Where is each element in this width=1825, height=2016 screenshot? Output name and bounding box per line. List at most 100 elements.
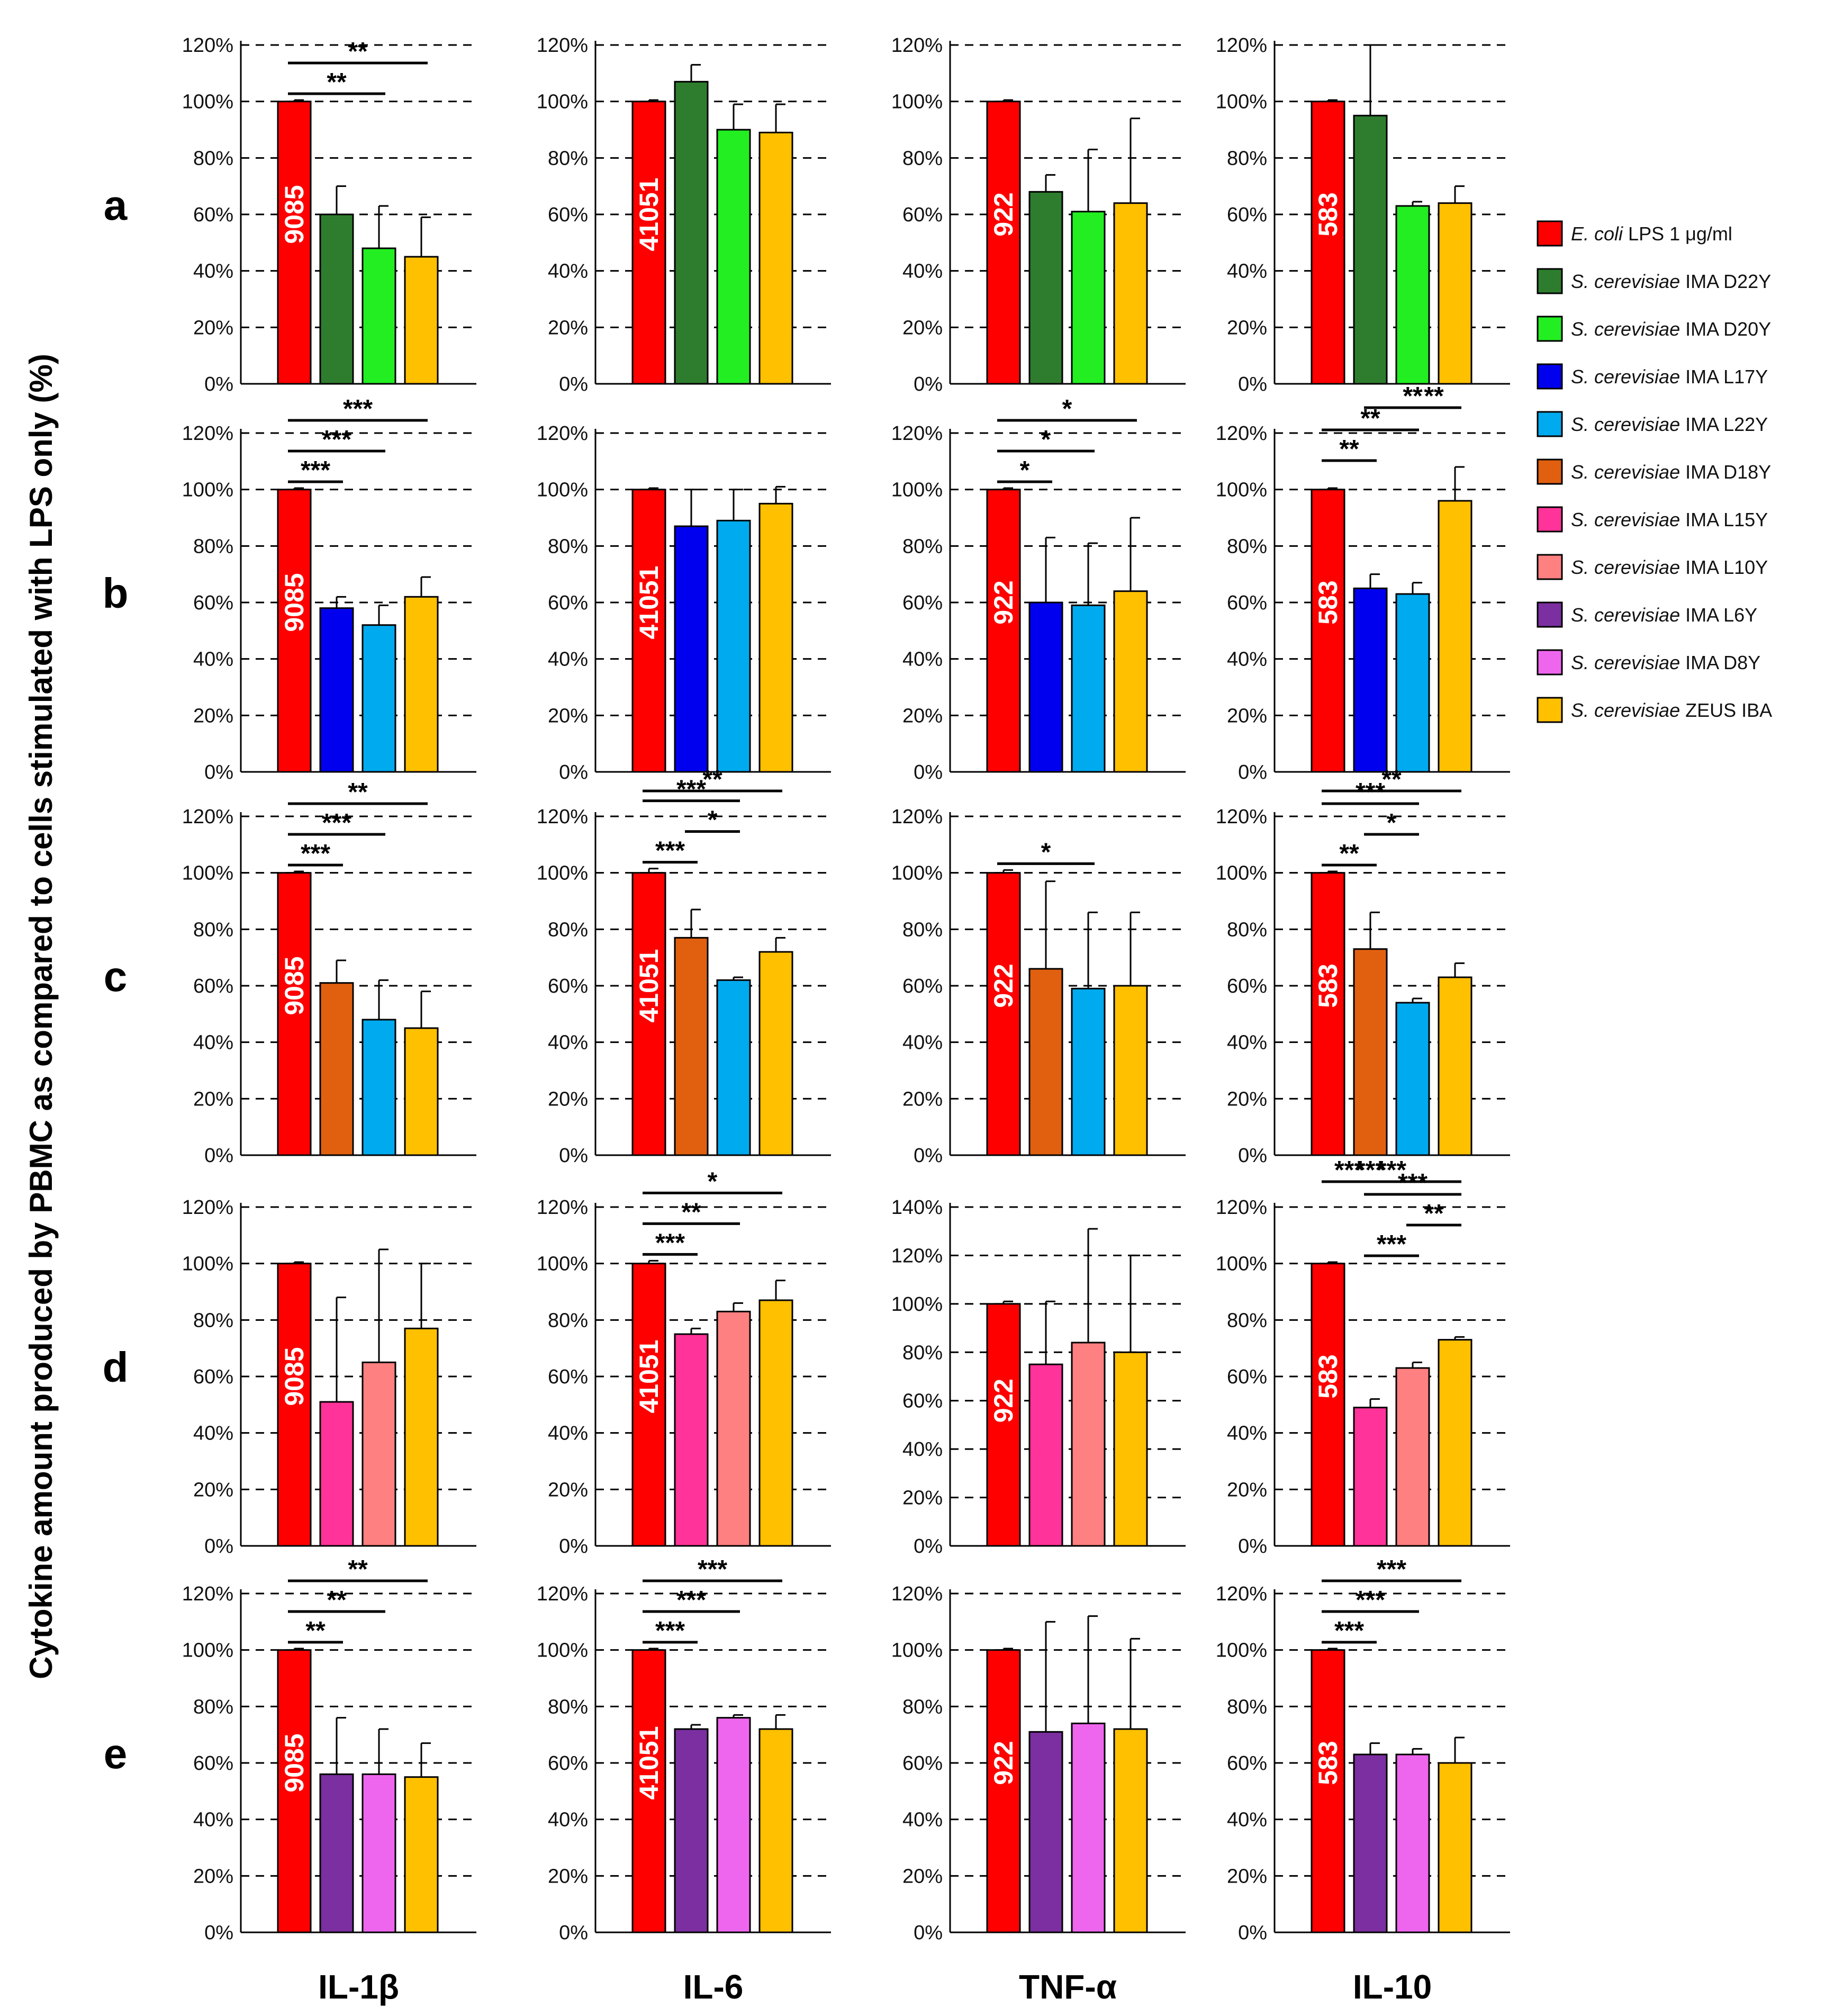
panel-c-3: 0%20%40%60%80%100%120%583******** — [1216, 766, 1510, 1167]
y-tick-label: 120% — [537, 806, 588, 828]
y-tick-label: 100% — [537, 91, 588, 113]
bar-value-label: 583 — [1313, 580, 1343, 624]
bar — [1438, 500, 1472, 773]
bar — [758, 502, 793, 773]
y-tick-label: 0% — [914, 1535, 943, 1558]
bar — [986, 872, 1021, 1156]
y-tick-label: 20% — [193, 1479, 233, 1501]
bar-value-label: 41051 — [634, 177, 664, 251]
y-tick-label: 20% — [902, 1088, 943, 1110]
y-tick-label: 120% — [891, 806, 943, 828]
y-tick-label: 80% — [902, 1342, 943, 1364]
bar — [277, 1649, 312, 1933]
bar-value-label: 922 — [989, 964, 1018, 1007]
bar — [1395, 1002, 1430, 1156]
y-tick-label: 0% — [1238, 373, 1267, 395]
y-tick-label: 100% — [891, 1293, 943, 1316]
y-tick-label: 100% — [1216, 862, 1267, 885]
bar — [1353, 948, 1388, 1156]
significance-marker: ** — [1360, 404, 1380, 433]
y-tick-label: 40% — [1227, 649, 1267, 671]
y-tick-label: 40% — [1227, 1423, 1267, 1445]
bar — [1353, 1407, 1388, 1547]
significance-marker: *** — [301, 840, 330, 868]
bar — [1113, 202, 1148, 385]
column-label: TNF-α — [1019, 1968, 1117, 2006]
bar — [1438, 202, 1472, 385]
bar-value-label: 41051 — [634, 1726, 664, 1799]
bar — [277, 1263, 312, 1547]
bar — [674, 525, 709, 773]
significance-marker: *** — [655, 1617, 685, 1645]
y-tick-label: 60% — [902, 975, 943, 997]
bar — [758, 1728, 793, 1933]
y-tick-label: 120% — [891, 1583, 943, 1605]
y-tick-label: 60% — [193, 975, 233, 997]
bar — [404, 1776, 439, 1933]
y-tick-label: 40% — [193, 1423, 233, 1445]
bar — [277, 489, 312, 773]
significance-marker: * — [1041, 426, 1051, 454]
y-tick-label: 80% — [193, 535, 233, 557]
legend-label: S. cerevisiae IMA L17Y — [1571, 366, 1768, 388]
y-tick-label: 80% — [548, 1696, 588, 1718]
bar — [716, 519, 751, 773]
bar-value-label: 583 — [1313, 964, 1343, 1007]
y-tick-label: 120% — [1216, 806, 1267, 828]
significance-marker: ** — [305, 1617, 326, 1645]
bar — [1113, 1351, 1148, 1547]
y-tick-label: 40% — [1227, 260, 1267, 283]
significance-marker: ** — [702, 766, 722, 794]
bar — [277, 872, 312, 1156]
panel-b-0: 0%20%40%60%80%100%120%9085********* — [182, 395, 476, 784]
significance-marker: * — [1062, 395, 1072, 423]
bar-value-label: 41051 — [634, 565, 664, 639]
y-tick-label: 100% — [891, 479, 943, 501]
significance-marker: ** — [1424, 1200, 1444, 1228]
legend-swatch — [1537, 316, 1563, 342]
bar — [319, 1773, 354, 1933]
bar-value-label: 9085 — [279, 1347, 309, 1406]
y-tick-label: 100% — [182, 479, 233, 501]
bar-value-label: 922 — [989, 580, 1018, 624]
y-tick-label: 60% — [193, 592, 233, 614]
y-tick-label: 0% — [1238, 1922, 1267, 1944]
legend-label: S. cerevisiae IMA D18Y — [1571, 461, 1771, 483]
y-tick-label: 60% — [902, 1752, 943, 1775]
y-tick-label: 60% — [1227, 204, 1267, 226]
bar — [716, 1310, 751, 1547]
panel-b-1: 0% 20% 40% 60% 80% 100% 120% 41051 — [537, 422, 831, 784]
y-tick-label: 20% — [548, 317, 588, 339]
panel-b-3: 0%20%40%60%80%100%120%583******** — [1216, 382, 1510, 784]
legend: E. coli LPS 1 μg/ml S. cerevisiae IMA D22… — [1537, 220, 1772, 723]
bar — [1028, 601, 1063, 773]
y-tick-label: 80% — [548, 1309, 588, 1331]
significance-marker: ** — [348, 1555, 368, 1583]
significance-marker: ** — [348, 778, 368, 806]
y-tick-label: 20% — [902, 705, 943, 727]
bar — [1071, 604, 1106, 773]
panel-a-1: 0% 20% 40% 60% 80% 100% 120% 41051 — [537, 34, 831, 395]
bar — [1438, 1339, 1472, 1547]
bar — [716, 979, 751, 1156]
y-tick-label: 80% — [193, 919, 233, 941]
significance-marker: *** — [1356, 1156, 1385, 1184]
y-tick-label: 60% — [1227, 1366, 1267, 1388]
y-tick-label: 20% — [193, 1088, 233, 1110]
panel-d-3: 0%20%40%60%80%100%120%583***************… — [1216, 1156, 1510, 1558]
y-tick-label: 40% — [548, 260, 588, 283]
significance-marker: *** — [343, 395, 373, 423]
y-tick-label: 100% — [891, 1640, 943, 1662]
bar-value-label: 583 — [1313, 1354, 1343, 1398]
panel-c-2: 0% 20% 40% 60% 80% 100% 120% 922 * — [891, 806, 1186, 1167]
bar — [362, 624, 396, 773]
bar — [1071, 1342, 1106, 1547]
y-tick-label: 60% — [193, 1752, 233, 1775]
bar — [319, 213, 354, 385]
significance-marker: *** — [655, 837, 685, 865]
y-tick-label: 60% — [548, 1752, 588, 1775]
significance-marker: *** — [1334, 1617, 1364, 1645]
y-tick-label: 60% — [902, 592, 943, 614]
y-tick-label: 0% — [204, 1922, 233, 1944]
significance-marker: *** — [1377, 1156, 1406, 1184]
